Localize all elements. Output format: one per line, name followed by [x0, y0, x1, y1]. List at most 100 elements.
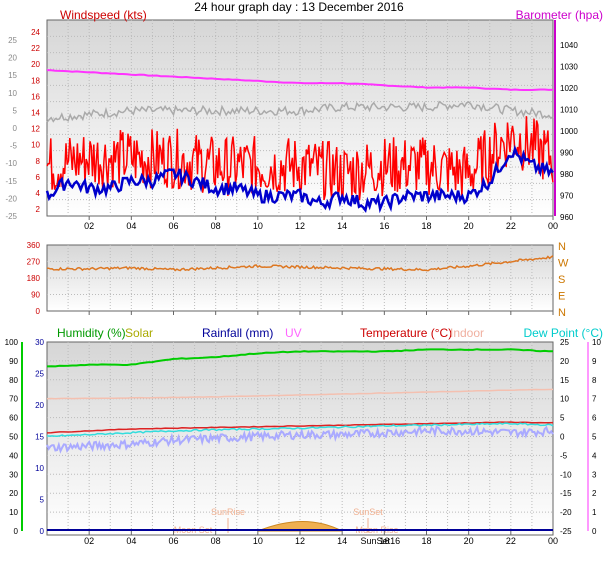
wind-tick-label: 18: [31, 76, 40, 85]
temp-right-tick-label: -10: [560, 470, 572, 479]
uv-tick-label: 2: [592, 489, 597, 498]
x-tick-label: 16: [379, 221, 389, 231]
dewpoint-line: [46, 422, 554, 438]
uv-tick-label: 7: [592, 395, 597, 404]
x-tick-label: 04: [126, 221, 136, 231]
baro-tick-label: 960: [560, 213, 574, 222]
x-tick-label: 14: [337, 536, 347, 546]
x-tick-label: 18: [421, 536, 431, 546]
rain-tick-label: 10: [35, 464, 44, 473]
temp-right-tick-label: 20: [560, 357, 569, 366]
direction-tick-label: 0: [36, 307, 41, 316]
uv-tick-label: 1: [592, 508, 597, 517]
compass-tick-label: E: [558, 291, 565, 303]
baro-tick-label: 990: [560, 149, 574, 158]
temp-tick-label: -25: [5, 212, 17, 221]
uv-tick-label: 5: [592, 433, 597, 442]
compass-tick-label: W: [558, 258, 569, 270]
rain-tick-label: 25: [35, 370, 44, 379]
temp-right-tick-label: 15: [560, 376, 569, 385]
x-tick-label: 04: [126, 536, 136, 546]
humidity-line: [46, 348, 553, 368]
humidity-tick-label: 90: [9, 357, 18, 366]
indoor-temp-line: [46, 388, 554, 400]
direction-tick-label: 360: [27, 241, 41, 250]
barometer-line: [46, 69, 554, 91]
indoor-label: Indoor: [450, 326, 484, 340]
wind-tick-label: 12: [31, 125, 40, 134]
temp-tick-label: 5: [13, 106, 18, 115]
x-tick-label: 12: [295, 221, 305, 231]
x-tick-label: 22: [506, 221, 516, 231]
uv-tick-label: 3: [592, 470, 597, 479]
temp-right-tick-label: -15: [560, 489, 572, 498]
x-tick-label: 02: [84, 221, 94, 231]
temp-tick-label: -15: [5, 177, 17, 186]
x-tick-label: 10: [253, 221, 263, 231]
avg-wind-line: [45, 144, 554, 214]
x-tick-label: 22: [506, 536, 516, 546]
windspeed-label: Windspeed (kts): [60, 8, 147, 22]
rain-tick-label: 0: [40, 527, 45, 536]
wind-tick-label: 10: [31, 141, 40, 150]
humidity-tick-label: 20: [9, 489, 18, 498]
rain-tick-label: 30: [35, 338, 44, 347]
x-tick-label: 06: [168, 536, 178, 546]
annotation-sunset: SunSet: [353, 507, 383, 517]
temp-tick-label: 0: [13, 124, 18, 133]
x-tick-label: 20: [464, 221, 474, 231]
temp-right-tick-label: -5: [560, 451, 568, 460]
rainfall-label: Rainfall (mm): [202, 326, 273, 340]
outside-temp-line: [46, 100, 554, 123]
barometer-label: Barometer (hpa): [516, 8, 603, 22]
dewpoint-label: Dew Point (°C): [524, 326, 603, 340]
baro-tick-label: 1020: [560, 84, 578, 93]
wind-tick-label: 24: [31, 28, 40, 37]
chart-title: 24 hour graph day : 13 December 2016: [194, 0, 404, 14]
wind-tick-label: 22: [31, 44, 40, 53]
wind-tick-label: 16: [31, 92, 40, 101]
temperature-line: [46, 421, 554, 434]
solar-label: Solar: [125, 326, 153, 340]
x-tick-label: 02: [84, 536, 94, 546]
uv-tick-label: 0: [592, 527, 597, 536]
x-tick-label: 14: [337, 221, 347, 231]
temp-right-tick-label: 5: [560, 414, 565, 423]
temperature-label: Temperature (°C): [360, 326, 452, 340]
compass-tick-label: N: [558, 307, 566, 319]
wind-direction-line: [46, 255, 554, 272]
compass-tick-label: S: [558, 274, 565, 286]
x-tick-label: 06: [168, 221, 178, 231]
wind-tick-label: 8: [36, 157, 41, 166]
humidity-tick-label: 0: [14, 527, 19, 536]
x-tick-label: 12: [295, 536, 305, 546]
x-tick-label: 00: [548, 536, 558, 546]
humidity-tick-label: 40: [9, 451, 18, 460]
rain-tick-label: 5: [40, 496, 45, 505]
direction-tick-label: 180: [27, 274, 41, 283]
x-tick-label: 10: [253, 536, 263, 546]
temp-tick-label: -5: [10, 142, 18, 151]
temp-tick-label: -10: [5, 159, 17, 168]
compass-tick-label: N: [558, 241, 566, 253]
humidity-tick-label: 60: [9, 414, 18, 423]
direction-tick-label: 270: [27, 258, 41, 267]
temp-right-tick-label: 0: [560, 433, 565, 442]
baro-tick-label: 1000: [560, 127, 578, 136]
direction-tick-label: 90: [31, 291, 40, 300]
annotation-sunset16: SunSet16: [361, 536, 401, 546]
wind-tick-label: 14: [31, 109, 40, 118]
wind-tick-label: 4: [36, 189, 41, 198]
baro-tick-label: 970: [560, 192, 574, 201]
x-tick-label: 00: [548, 221, 558, 231]
x-tick-label: 20: [464, 536, 474, 546]
rain-tick-label: 20: [35, 401, 44, 410]
temp-tick-label: 20: [8, 54, 17, 63]
rain-tick-label: 15: [35, 433, 44, 442]
temp-tick-label: 25: [8, 36, 17, 45]
temp-tick-label: 10: [8, 89, 17, 98]
wind-tick-label: 2: [36, 205, 41, 214]
apparent-temp-line: [46, 424, 554, 454]
uv-tick-label: 10: [592, 338, 601, 347]
baro-tick-label: 980: [560, 170, 574, 179]
